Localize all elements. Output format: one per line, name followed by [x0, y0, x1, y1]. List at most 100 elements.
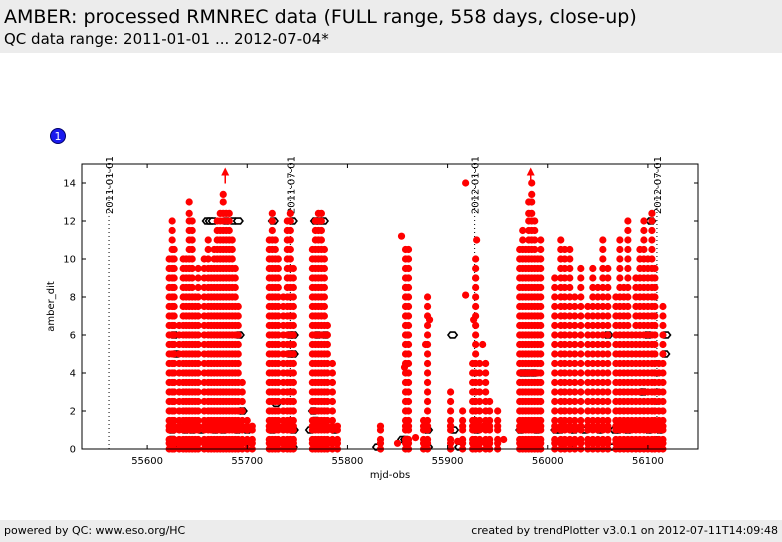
red-point	[188, 283, 196, 292]
red-point	[599, 340, 607, 349]
x-tick-label: 56000	[532, 456, 564, 467]
red-point	[604, 302, 612, 311]
red-point	[446, 416, 455, 425]
red-point	[651, 283, 659, 292]
red-point	[604, 321, 612, 330]
red-point	[599, 236, 607, 244]
red-point	[271, 245, 279, 254]
red-point	[537, 312, 545, 320]
red-point	[537, 264, 545, 273]
red-point	[476, 388, 484, 396]
red-point	[561, 283, 569, 292]
red-point	[589, 369, 597, 377]
red-point	[651, 274, 659, 282]
red-point	[472, 302, 480, 311]
red-point	[659, 321, 667, 330]
red-point	[274, 350, 282, 358]
red-point	[486, 407, 494, 415]
red-point	[476, 359, 484, 368]
red-point	[599, 422, 607, 430]
red-point	[423, 350, 432, 358]
date-marker-lines: 2011-01-01 2011-07-01 2012-01-01 2012-07-01	[105, 156, 664, 449]
red-point	[551, 331, 559, 339]
red-point	[194, 293, 202, 301]
created-by-text: created by trendPlotter v3.0.1 on 2012-0…	[471, 524, 778, 537]
red-point	[594, 407, 602, 415]
red-point	[472, 331, 480, 339]
red-point	[479, 340, 487, 349]
red-point	[268, 217, 276, 225]
red-point	[459, 422, 467, 430]
red-point	[188, 217, 196, 225]
red-point	[659, 312, 667, 320]
red-point	[566, 388, 574, 396]
red-point	[328, 359, 337, 368]
red-point	[561, 293, 569, 301]
red-point	[188, 264, 196, 273]
red-point	[268, 209, 276, 217]
red-point	[482, 388, 490, 396]
red-point	[584, 378, 592, 387]
red-point	[289, 388, 297, 396]
red-point	[594, 350, 602, 358]
red-point	[561, 340, 569, 349]
red-point	[604, 378, 612, 387]
outlier-arrow-head	[526, 167, 535, 176]
red-point	[651, 293, 659, 301]
x-tick-label: 55900	[432, 456, 464, 467]
red-point	[624, 236, 632, 244]
red-point	[537, 359, 545, 368]
red-point	[561, 274, 569, 282]
red-point	[624, 274, 632, 282]
red-point	[584, 321, 592, 330]
red-point	[589, 264, 597, 273]
red-point	[194, 350, 202, 358]
red-point	[204, 255, 212, 263]
red-point	[462, 179, 470, 187]
red-point	[459, 416, 467, 425]
red-point	[289, 359, 297, 368]
red-point	[599, 388, 607, 396]
red-point	[274, 378, 282, 387]
red-point	[328, 435, 337, 444]
red-point	[472, 321, 480, 330]
red-point	[376, 435, 385, 444]
red-point	[566, 435, 574, 444]
red-point	[289, 312, 297, 320]
red-point	[170, 255, 178, 263]
red-point	[599, 407, 607, 415]
red-point	[561, 321, 569, 330]
red-point	[404, 274, 413, 282]
red-point	[238, 435, 246, 444]
red-point	[624, 264, 632, 273]
red-point	[274, 312, 282, 320]
red-point	[594, 340, 602, 349]
red-point	[640, 217, 648, 225]
red-point	[328, 397, 337, 406]
red-point	[659, 359, 667, 368]
red-point	[648, 226, 656, 235]
red-point	[225, 226, 233, 235]
red-point	[482, 359, 490, 368]
red-point	[238, 422, 246, 430]
x-axis-label: mjd-obs	[370, 470, 410, 481]
red-point	[584, 416, 592, 425]
red-point	[604, 369, 612, 377]
red-point	[537, 293, 545, 301]
red-point	[577, 264, 585, 273]
red-point	[519, 226, 527, 235]
red-point	[566, 331, 574, 339]
red-point	[599, 302, 607, 311]
red-point	[234, 350, 242, 358]
y-tick-label: 2	[70, 407, 76, 418]
red-point	[170, 340, 178, 349]
red-point	[571, 321, 579, 330]
red-point	[194, 359, 202, 368]
red-point	[423, 407, 432, 415]
red-point	[551, 397, 559, 406]
red-point	[188, 245, 196, 254]
red-point	[204, 236, 212, 244]
red-point	[561, 264, 569, 273]
x-tick-label: 55700	[231, 456, 263, 467]
red-point	[651, 312, 659, 320]
